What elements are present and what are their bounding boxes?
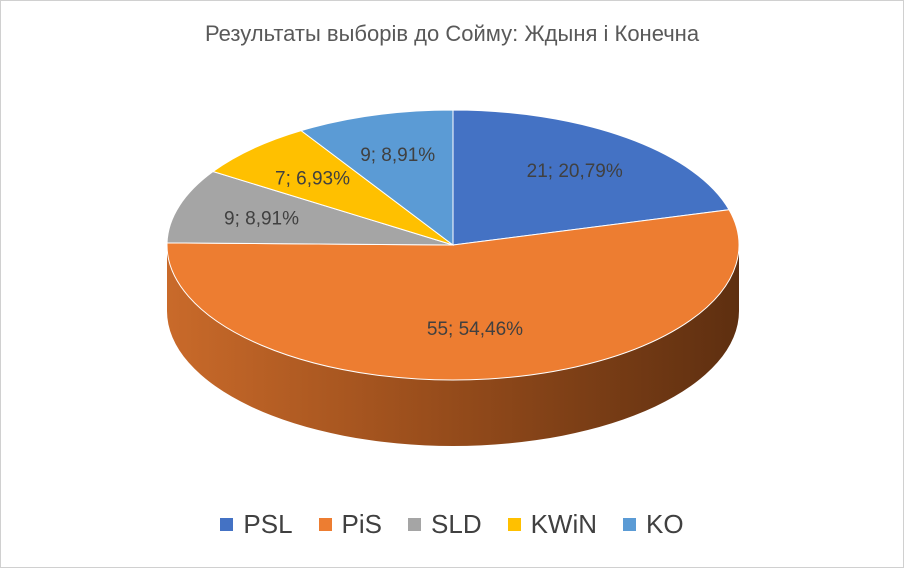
legend-item-kwin: KWiN	[507, 509, 598, 540]
data-label-sld: 9; 8,91%	[224, 209, 299, 230]
legend-item-pis: PiS	[318, 509, 383, 540]
legend-label-sld: SLD	[431, 509, 482, 539]
chart-title: Результаты выборів до Сойму: Ждыня і Кон…	[204, 21, 700, 46]
pie-slice-pis	[166, 209, 740, 381]
pie-side-pis	[167, 245, 739, 446]
data-label-kwin: 7; 6,93%	[275, 169, 350, 190]
legend-label-kwin: KWiN	[530, 509, 598, 539]
pie-slice-ko	[300, 109, 454, 247]
legend-item-sld: SLD	[408, 509, 482, 540]
legend-item-ko: KO	[623, 509, 684, 540]
legend-label-pis: PiS	[341, 509, 383, 539]
pie-slice-kwin	[211, 130, 454, 246]
data-label-ko: 9; 8,91%	[360, 145, 435, 166]
legend-swatch-psl	[220, 518, 234, 531]
pie-slice-psl	[452, 109, 730, 246]
legend-swatch-ko	[623, 518, 637, 531]
data-label-psl: 21; 20,79%	[527, 161, 623, 182]
legend-swatch-pis	[318, 518, 332, 531]
legend-label-ko: KO	[646, 509, 684, 539]
data-label-pis: 55; 54,46%	[427, 319, 523, 340]
legend-swatch-sld	[408, 518, 422, 531]
legend-item-psl: PSL	[220, 509, 293, 540]
legend: PSL PiS SLD KWiN KO	[1, 509, 903, 540]
legend-label-psl: PSL	[243, 509, 293, 539]
legend-swatch-kwin	[507, 518, 521, 531]
pie-slice-sld	[166, 170, 454, 246]
